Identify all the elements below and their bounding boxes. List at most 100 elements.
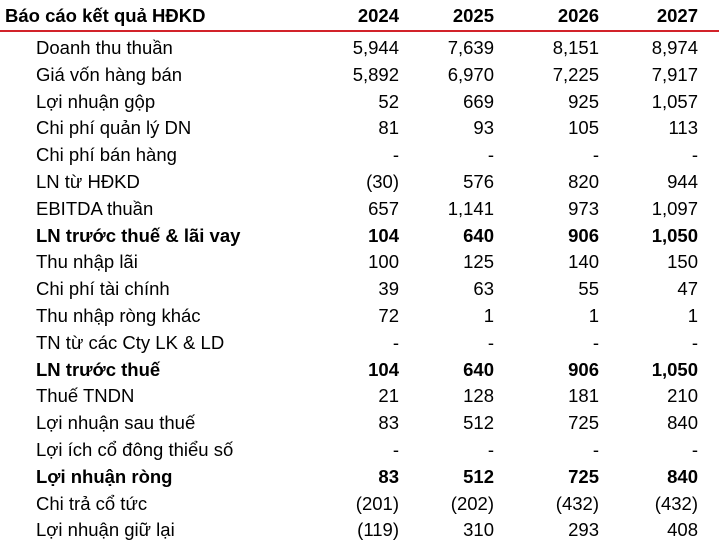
row-value-2026: 55 <box>578 278 599 300</box>
row-value-2027: 840 <box>667 412 698 434</box>
row-value-2025: 1 <box>483 304 494 326</box>
row-value-2024: (201) <box>355 492 399 514</box>
row-label: Lợi ích cổ đông thiểu số <box>36 438 234 460</box>
row-value-2024: 83 <box>378 412 399 434</box>
row-value-2024: - <box>392 438 399 460</box>
row-value-2024: 100 <box>368 251 399 273</box>
row-value-2025: 669 <box>463 90 494 112</box>
row-value-2025: 512 <box>463 465 494 487</box>
row-value-2027: 944 <box>667 170 698 192</box>
row-label: Chi phí tài chính <box>36 278 170 300</box>
row-value-2025: 310 <box>463 519 494 541</box>
row-value-2026: 725 <box>568 465 599 487</box>
row-value-2025: (202) <box>450 492 494 514</box>
row-value-2027: 1,050 <box>651 224 698 246</box>
row-label: Thu nhập ròng khác <box>36 304 201 326</box>
row-value-2024: 39 <box>378 278 399 300</box>
row-value-2026: - <box>592 438 599 460</box>
row-label: TN từ các Cty LK & LD <box>36 331 225 353</box>
row-value-2026: 1 <box>588 304 599 326</box>
row-value-2024: 104 <box>368 358 399 380</box>
row-value-2026: 725 <box>568 412 599 434</box>
row-value-2027: 210 <box>667 385 698 407</box>
row-value-2024: 83 <box>378 465 399 487</box>
row-value-2024: 21 <box>378 385 399 407</box>
table-row: LN trước thuế 104 640 906 1,050 <box>0 356 719 383</box>
row-value-2025: 640 <box>463 224 494 246</box>
table-row: Chi phí quản lý DN 81 93 105 113 <box>0 114 719 141</box>
table-row: TN từ các Cty LK & LD - - - - <box>0 329 719 356</box>
row-value-2024: - <box>392 144 399 166</box>
row-value-2024: 52 <box>378 90 399 112</box>
row-label: Chi trả cổ tức <box>36 492 148 514</box>
table-row: LN trước thuế & lãi vay 104 640 906 1,050 <box>0 222 719 249</box>
row-value-2025: - <box>487 438 494 460</box>
table-row: Lợi ích cổ đông thiểu số - - - - <box>0 436 719 463</box>
row-label: Chi phí quản lý DN <box>36 117 192 139</box>
row-value-2026: (432) <box>555 492 599 514</box>
row-value-2027: (432) <box>654 492 698 514</box>
row-value-2026: 8,151 <box>552 37 599 58</box>
row-value-2027: 150 <box>667 251 698 273</box>
row-label: Lợi nhuận sau thuế <box>36 412 196 434</box>
row-value-2027: 8,974 <box>651 37 698 58</box>
row-value-2027: 840 <box>667 465 698 487</box>
row-label: Lợi nhuận ròng <box>36 465 173 487</box>
row-value-2024: 5,944 <box>352 37 399 58</box>
row-value-2027: 1,050 <box>651 358 698 380</box>
row-label: LN trước thuế <box>36 358 161 380</box>
table-row: Giá vốn hàng bán 5,892 6,970 7,225 7,917 <box>0 61 719 88</box>
row-value-2025: 6,970 <box>447 63 494 85</box>
row-value-2025: - <box>487 331 494 353</box>
table-row: Lợi nhuận ròng 83 512 725 840 <box>0 463 719 490</box>
row-value-2025: 1,141 <box>447 197 494 219</box>
row-value-2025: 512 <box>463 412 494 434</box>
table-row: Thu nhập ròng khác 72 1 1 1 <box>0 302 719 329</box>
row-value-2025: - <box>487 144 494 166</box>
row-value-2027: 1,097 <box>651 197 698 219</box>
row-value-2024: 104 <box>368 224 399 246</box>
table-row: LN từ HĐKD (30) 576 820 944 <box>0 168 719 195</box>
row-value-2024: 81 <box>378 117 399 139</box>
row-value-2027: 7,917 <box>651 63 698 85</box>
table-row: Lợi nhuận sau thuế 83 512 725 840 <box>0 409 719 436</box>
row-value-2024: 72 <box>378 304 399 326</box>
row-value-2026: 973 <box>568 197 599 219</box>
table-row: EBITDA thuần 657 1,141 973 1,097 <box>0 195 719 222</box>
table-row: Thu nhập lãi 100 125 140 150 <box>0 248 719 275</box>
row-value-2025: 93 <box>473 117 494 139</box>
row-label: Doanh thu thuần <box>36 37 173 58</box>
table-body: Doanh thu thuần 5,944 7,639 8,151 8,974 Giá v… <box>0 34 719 543</box>
row-label: LN trước thuế & lãi vay <box>36 224 241 246</box>
row-value-2027: - <box>691 438 698 460</box>
row-value-2026: 7,225 <box>552 63 599 85</box>
year-header-3: 2026 <box>557 5 599 26</box>
row-value-2026: 293 <box>568 519 599 541</box>
row-value-2025: 128 <box>463 385 494 407</box>
table-header: Báo cáo kết quả HĐKD 2024 2025 2026 2027 <box>0 0 719 32</box>
table-row: Lợi nhuận giữ lại (119) 310 293 408 <box>0 516 719 543</box>
row-value-2027: 113 <box>668 117 699 139</box>
table-row: Doanh thu thuần 5,944 7,639 8,151 8,974 <box>0 34 719 61</box>
row-label: LN từ HĐKD <box>36 170 140 192</box>
row-value-2026: 925 <box>568 90 599 112</box>
year-header-1: 2024 <box>357 5 399 26</box>
year-header-2: 2025 <box>452 5 494 26</box>
row-value-2027: - <box>691 144 698 166</box>
table-row: Chi trả cổ tức (201) (202) (432) (432) <box>0 490 719 517</box>
row-value-2025: 7,639 <box>447 37 494 58</box>
row-label: Giá vốn hàng bán <box>36 63 183 85</box>
row-value-2027: 1 <box>687 304 698 326</box>
year-header-4: 2027 <box>656 5 698 26</box>
table-row: Chi phí bán hàng - - - - <box>0 141 719 168</box>
row-value-2025: 576 <box>463 170 494 192</box>
row-value-2026: 906 <box>568 224 599 246</box>
row-value-2025: 125 <box>463 251 494 273</box>
row-label: Thuế TNDN <box>36 385 135 407</box>
row-value-2026: 820 <box>568 170 599 192</box>
row-label: Chi phí bán hàng <box>36 144 177 166</box>
row-value-2027: - <box>691 331 698 353</box>
row-value-2024: (119) <box>357 519 399 541</box>
row-value-2027: 47 <box>677 278 698 300</box>
